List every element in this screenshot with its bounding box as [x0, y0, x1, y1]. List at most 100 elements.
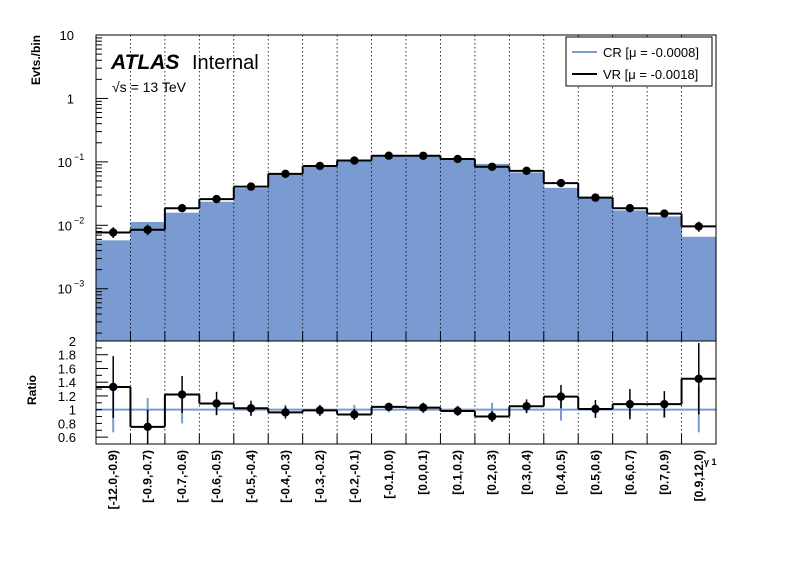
cr-bar: [440, 158, 476, 341]
atlas-internal-text: Internal: [192, 52, 259, 74]
ratio-point: [109, 382, 118, 392]
cr-bar: [268, 174, 304, 341]
ratio-point: [694, 374, 703, 383]
cr-bar: [233, 188, 269, 341]
ratio-point: [246, 404, 256, 413]
vr-point: [453, 154, 462, 164]
x-category-label: [-0.9,-0.7): [141, 450, 155, 503]
ratio-tick-label: 0.6: [58, 430, 76, 445]
cr-bar: [130, 221, 166, 341]
ratio-point: [212, 399, 221, 408]
x-axis-title: γ 1: [704, 457, 717, 467]
ratio-point: [315, 406, 325, 415]
y-tick-exponent: −3: [74, 279, 84, 289]
main-y-axis-title: Evts./bin: [29, 35, 43, 85]
ratio-tick-label: 1.6: [58, 361, 76, 376]
ratio-tick-label: 1.8: [58, 348, 76, 363]
x-category-label: [-0.5,-0.4): [244, 450, 258, 503]
vr-point: [556, 178, 566, 188]
cr-bar: [578, 197, 614, 341]
ratio-bin-edge-grid: [130, 341, 682, 444]
x-category-label: [0.5,0.6): [588, 450, 602, 495]
ratio-y-axis-title: Ratio: [25, 375, 39, 405]
x-category-label: [-0.7,-0.6): [175, 450, 189, 503]
ratio-point: [487, 412, 497, 421]
x-category-label: [0.6,0.7): [623, 450, 637, 495]
ratio-point: [384, 402, 393, 412]
ratio-point: [625, 399, 635, 409]
x-category-label: [0.3,0.4): [520, 450, 534, 495]
ratio-point: [556, 392, 566, 401]
vr-point: [591, 193, 600, 202]
ratio-tick-label: 2: [69, 334, 76, 349]
ratio-tick-label: 1.4: [58, 375, 76, 390]
y-tick-exponent: −2: [74, 215, 84, 225]
atlas-logo-text: ATLAS: [110, 51, 179, 74]
cr-bar: [474, 163, 510, 341]
y-tick-label: 10: [58, 218, 72, 233]
cr-bar: [371, 155, 407, 341]
ratio-point: [419, 403, 428, 412]
vr-point: [660, 209, 669, 218]
vr-point: [384, 151, 393, 160]
vr-point: [694, 222, 703, 231]
x-category-label: [0.1,0.2): [451, 450, 465, 495]
vr-point: [487, 162, 497, 171]
ratio-tick-label: 0.8: [58, 416, 76, 431]
ratio-point: [177, 390, 187, 399]
x-category-label: [0.0,0.1): [416, 450, 430, 495]
cr-bar: [337, 160, 373, 341]
vr-point: [625, 204, 635, 213]
x-category-label: [-0.2,-0.1): [347, 450, 361, 503]
ratio-point: [522, 402, 531, 411]
cr-histogram-fill: [96, 155, 717, 341]
y-tick-label: 10: [58, 155, 72, 170]
x-category-label: [-12.0,-0.9): [106, 450, 120, 509]
x-category-label: [-0.4,-0.3): [278, 450, 292, 503]
x-category-label: [-0.1,0.0): [382, 450, 396, 499]
vr-point: [109, 228, 118, 237]
vr-point: [419, 151, 428, 160]
y-tick-label: 10: [58, 282, 72, 297]
x-category-label: [0.2,0.3): [485, 450, 499, 495]
cr-bar: [164, 212, 200, 341]
ratio-point: [281, 408, 290, 417]
ratio-y-axis: 0.60.811.21.41.61.82: [58, 334, 108, 445]
legend-label-vr: VR [μ = -0.0018]: [603, 67, 698, 82]
cr-bar: [681, 236, 717, 341]
legend-box: [565, 36, 713, 87]
ratio-tick-label: 1: [69, 403, 76, 418]
energy-label: √s = 13 TeV: [112, 79, 187, 95]
atlas-label: ATLAS Internal √s = 13 TeV: [110, 51, 259, 95]
ratio-point: [591, 404, 600, 414]
cr-bar: [509, 172, 545, 341]
cr-bar: [199, 201, 235, 341]
vr-point: [281, 169, 290, 179]
ratio-point: [660, 399, 669, 409]
ratio-point: [453, 406, 462, 416]
y-tick-label: 10: [60, 28, 74, 43]
ratio-vr-line: [96, 377, 716, 428]
vr-point: [212, 194, 221, 204]
cr-bar: [302, 166, 338, 341]
x-category-label: [0.7,0.9): [657, 450, 671, 495]
vr-point: [315, 161, 325, 171]
cr-bar: [96, 240, 132, 341]
ratio-point: [350, 410, 359, 419]
vr-point: [177, 204, 187, 213]
x-category-label: [0.9,12.0): [692, 450, 706, 501]
ratio-vr-points: [109, 343, 703, 444]
x-category-label: [-0.6,-0.5): [210, 450, 224, 503]
vr-histogram-line: [96, 154, 716, 234]
vr-point: [350, 156, 359, 165]
cr-bar: [647, 216, 683, 341]
y-tick-exponent: −1: [74, 152, 84, 162]
vr-data-points: [109, 151, 703, 239]
cr-bar: [406, 155, 442, 341]
x-axis: [-12.0,-0.9) [-0.9,-0.7) [-0.7,-0.6) [-0.6,…: [95, 331, 717, 509]
x-category-label: [-0.3,-0.2): [313, 450, 327, 503]
vr-point: [143, 225, 152, 234]
vr-point: [522, 166, 531, 176]
